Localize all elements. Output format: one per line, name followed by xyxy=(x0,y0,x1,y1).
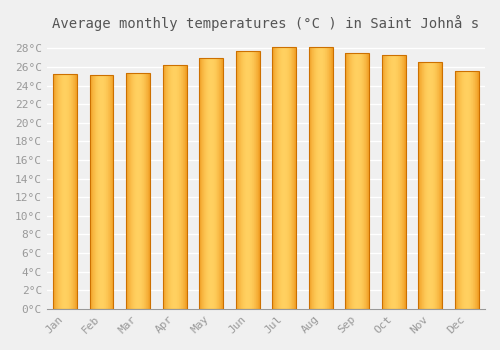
Title: Average monthly temperatures (°C ) in Saint Johnå s: Average monthly temperatures (°C ) in Sa… xyxy=(52,15,480,31)
Bar xyxy=(272,48,296,309)
Bar xyxy=(54,75,77,309)
Bar xyxy=(309,48,332,309)
Bar xyxy=(126,72,150,309)
Bar xyxy=(346,53,369,309)
Bar xyxy=(418,62,442,309)
Bar xyxy=(382,55,406,309)
Bar xyxy=(90,75,114,309)
Bar xyxy=(236,51,260,309)
Bar xyxy=(455,71,478,309)
Bar xyxy=(200,58,223,309)
Bar xyxy=(163,65,186,309)
